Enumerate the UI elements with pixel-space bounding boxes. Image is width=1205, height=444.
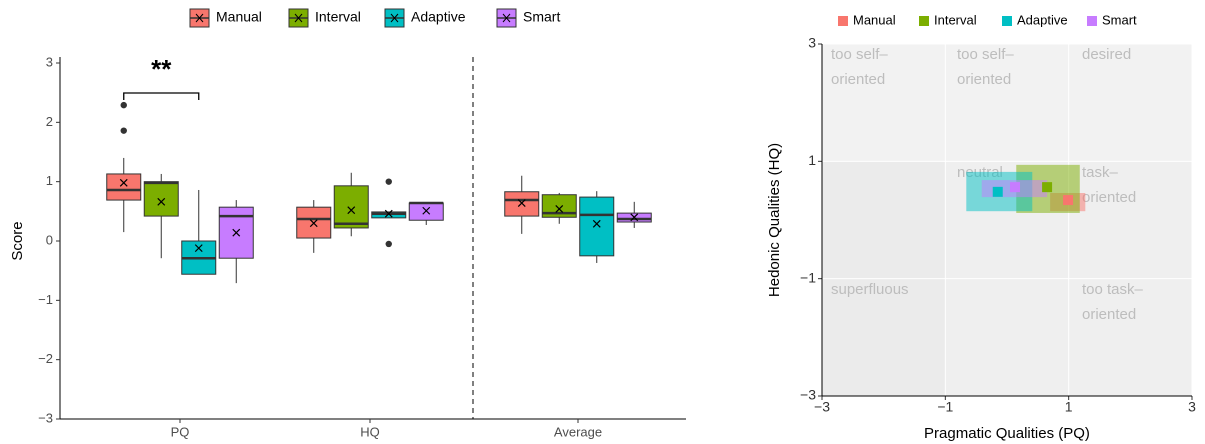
mean-marker	[630, 213, 639, 222]
mean-marker	[517, 199, 526, 207]
y-tick-label: 3	[808, 35, 816, 51]
box	[333, 172, 369, 237]
mean-marker	[119, 178, 128, 187]
legend-item: Adaptive	[384, 8, 466, 28]
box-body	[408, 202, 444, 221]
box-body	[106, 173, 142, 201]
mean-marker	[347, 206, 356, 215]
box	[541, 192, 577, 224]
legend-swatch	[1087, 16, 1097, 26]
x-tick-label: 3	[1188, 399, 1196, 415]
legend-cross	[195, 13, 204, 23]
legend-swatch	[838, 16, 848, 26]
mean-marker	[232, 228, 241, 237]
y-tick-label: −1	[38, 292, 53, 307]
y-tick-label: −3	[800, 387, 816, 403]
legend-label: Interval	[934, 12, 977, 27]
x-tick-label: PQ	[171, 424, 190, 439]
x-tick-label: −1	[937, 399, 953, 415]
legend-label: Manual	[216, 9, 262, 25]
y-tick-label: −3	[38, 410, 53, 425]
box-body	[333, 185, 369, 229]
legend-item: Manual	[838, 12, 896, 27]
box-body	[541, 194, 577, 218]
significance-label: **	[151, 54, 172, 84]
y-tick-label: 1	[46, 173, 53, 188]
mean-marker	[555, 205, 564, 213]
x-tick-label: 1	[1065, 399, 1073, 415]
mean-marker	[194, 244, 203, 253]
legend-cross	[390, 13, 399, 23]
legend-cross	[502, 13, 511, 23]
point	[1010, 182, 1021, 193]
box	[218, 200, 254, 284]
outlier	[385, 240, 392, 248]
outlier	[120, 127, 127, 134]
legend-label: Interval	[315, 9, 361, 25]
region-label: oriented	[957, 71, 1011, 88]
x-tick-label: −3	[814, 399, 830, 415]
y-tick-label: −1	[800, 269, 816, 285]
region-label: too task–	[1082, 281, 1144, 298]
mean-marker	[157, 197, 166, 206]
box-body	[143, 181, 179, 217]
y-tick-label: 0	[46, 232, 53, 247]
x-tick-label: Average	[554, 424, 602, 439]
legend-label: Smart	[523, 9, 560, 25]
legend-item: Manual	[189, 8, 262, 28]
y-axis-label: Hedonic Qualities (HQ)	[766, 143, 783, 297]
y-tick-label: −2	[38, 351, 53, 366]
legend-swatch	[1002, 16, 1012, 26]
region-label: oriented	[1082, 306, 1136, 323]
legend-item: Smart	[496, 8, 560, 28]
box	[143, 173, 179, 259]
point	[992, 186, 1003, 197]
region-label: oriented	[1082, 189, 1136, 206]
legend-label: Adaptive	[1017, 12, 1068, 27]
region-label: too self–	[957, 46, 1014, 63]
legend-cross	[294, 13, 303, 23]
box	[579, 191, 615, 263]
box	[408, 201, 444, 225]
y-tick-label: 2	[46, 114, 53, 129]
region-label: too self–	[831, 46, 888, 63]
box	[371, 178, 407, 248]
legend-label: Adaptive	[411, 9, 466, 25]
significance-bracket	[123, 92, 200, 100]
box-body	[504, 191, 540, 217]
legend-item: Adaptive	[1002, 12, 1068, 27]
outlier	[385, 178, 392, 185]
region-label: desired	[1082, 46, 1131, 63]
box	[181, 189, 217, 275]
region-label: task–	[1082, 164, 1119, 181]
region-label: oriented	[831, 71, 885, 88]
y-tick-label: 1	[808, 152, 816, 168]
y-axis-label: Score	[9, 221, 26, 260]
box	[106, 101, 142, 233]
legend-swatch	[919, 16, 929, 26]
box-body	[579, 196, 615, 257]
x-tick-label: HQ	[360, 424, 380, 439]
mean-marker	[384, 209, 393, 218]
mean-marker	[592, 219, 601, 228]
box	[504, 175, 540, 234]
mean-marker	[422, 206, 431, 215]
box	[296, 200, 332, 253]
legend-item: Smart	[1087, 12, 1137, 27]
point	[1042, 182, 1053, 193]
x-axis-label: Pragmatic Qualities (PQ)	[924, 425, 1090, 442]
box	[616, 201, 652, 228]
legend-item: Interval	[288, 8, 361, 28]
legend-label: Smart	[1102, 12, 1137, 27]
outlier	[120, 101, 127, 109]
mean-marker	[309, 219, 318, 228]
y-tick-label: 3	[46, 54, 53, 69]
point	[1063, 195, 1074, 206]
legend-label: Manual	[853, 12, 896, 27]
legend-item: Interval	[919, 12, 977, 27]
region-label: superfluous	[831, 281, 909, 298]
